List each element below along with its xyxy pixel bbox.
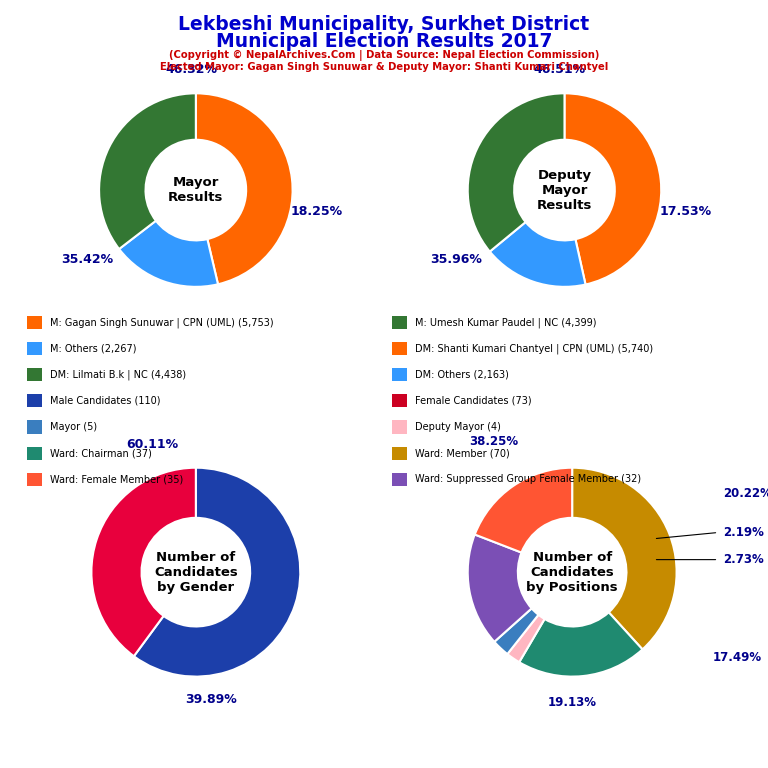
Wedge shape [519, 612, 643, 677]
Wedge shape [134, 468, 300, 677]
Wedge shape [572, 468, 677, 650]
Wedge shape [99, 94, 196, 249]
Wedge shape [119, 220, 218, 286]
Text: Ward: Female Member (35): Ward: Female Member (35) [50, 474, 184, 485]
Text: DM: Lilmati B.k | NC (4,438): DM: Lilmati B.k | NC (4,438) [50, 369, 186, 380]
Text: Number of
Candidates
by Positions: Number of Candidates by Positions [526, 551, 618, 594]
Wedge shape [490, 222, 585, 286]
Text: M: Gagan Singh Sunuwar | CPN (UML) (5,753): M: Gagan Singh Sunuwar | CPN (UML) (5,75… [50, 317, 273, 328]
Text: DM: Shanti Kumari Chantyel | CPN (UML) (5,740): DM: Shanti Kumari Chantyel | CPN (UML) (… [415, 343, 653, 354]
Wedge shape [508, 614, 545, 662]
Text: Mayor
Results: Mayor Results [168, 176, 223, 204]
Text: (Copyright © NepalArchives.Com | Data Source: Nepal Election Commission): (Copyright © NepalArchives.Com | Data So… [169, 50, 599, 61]
Text: 60.11%: 60.11% [126, 439, 178, 452]
Text: Deputy Mayor (4): Deputy Mayor (4) [415, 422, 501, 432]
Wedge shape [475, 468, 572, 552]
Text: Elected Mayor: Gagan Singh Sunuwar & Deputy Mayor: Shanti Kumari Chantyel: Elected Mayor: Gagan Singh Sunuwar & Dep… [160, 62, 608, 72]
Text: M: Umesh Kumar Paudel | NC (4,399): M: Umesh Kumar Paudel | NC (4,399) [415, 317, 596, 328]
Text: Ward: Suppressed Group Female Member (32): Ward: Suppressed Group Female Member (32… [415, 474, 641, 485]
Wedge shape [564, 94, 661, 284]
Text: Number of
Candidates
by Gender: Number of Candidates by Gender [154, 551, 238, 594]
Text: 17.49%: 17.49% [713, 651, 763, 664]
Text: M: Others (2,267): M: Others (2,267) [50, 343, 137, 354]
Text: 18.25%: 18.25% [291, 205, 343, 218]
Text: Deputy
Mayor
Results: Deputy Mayor Results [537, 169, 592, 211]
Wedge shape [468, 535, 531, 642]
Text: 46.51%: 46.51% [534, 63, 586, 75]
Text: Ward: Member (70): Ward: Member (70) [415, 448, 509, 458]
Text: Lekbeshi Municipality, Surkhet District: Lekbeshi Municipality, Surkhet District [178, 15, 590, 35]
Text: 2.19%: 2.19% [723, 526, 764, 539]
Text: 46.32%: 46.32% [165, 63, 217, 75]
Text: 39.89%: 39.89% [186, 693, 237, 706]
Text: Mayor (5): Mayor (5) [50, 422, 97, 432]
Text: 35.96%: 35.96% [430, 253, 482, 266]
Text: 17.53%: 17.53% [660, 205, 711, 218]
Wedge shape [468, 94, 564, 252]
Wedge shape [91, 468, 196, 656]
Text: Ward: Chairman (37): Ward: Chairman (37) [50, 448, 152, 458]
Text: 38.25%: 38.25% [469, 435, 518, 448]
Text: 19.13%: 19.13% [548, 697, 597, 709]
Text: Female Candidates (73): Female Candidates (73) [415, 396, 531, 406]
Text: 2.73%: 2.73% [723, 553, 764, 566]
Text: Municipal Election Results 2017: Municipal Election Results 2017 [216, 32, 552, 51]
Text: Male Candidates (110): Male Candidates (110) [50, 396, 161, 406]
Wedge shape [495, 608, 538, 654]
Wedge shape [196, 94, 293, 284]
Text: 20.22%: 20.22% [723, 488, 768, 500]
Text: DM: Others (2,163): DM: Others (2,163) [415, 369, 508, 380]
Text: 35.42%: 35.42% [61, 253, 114, 266]
